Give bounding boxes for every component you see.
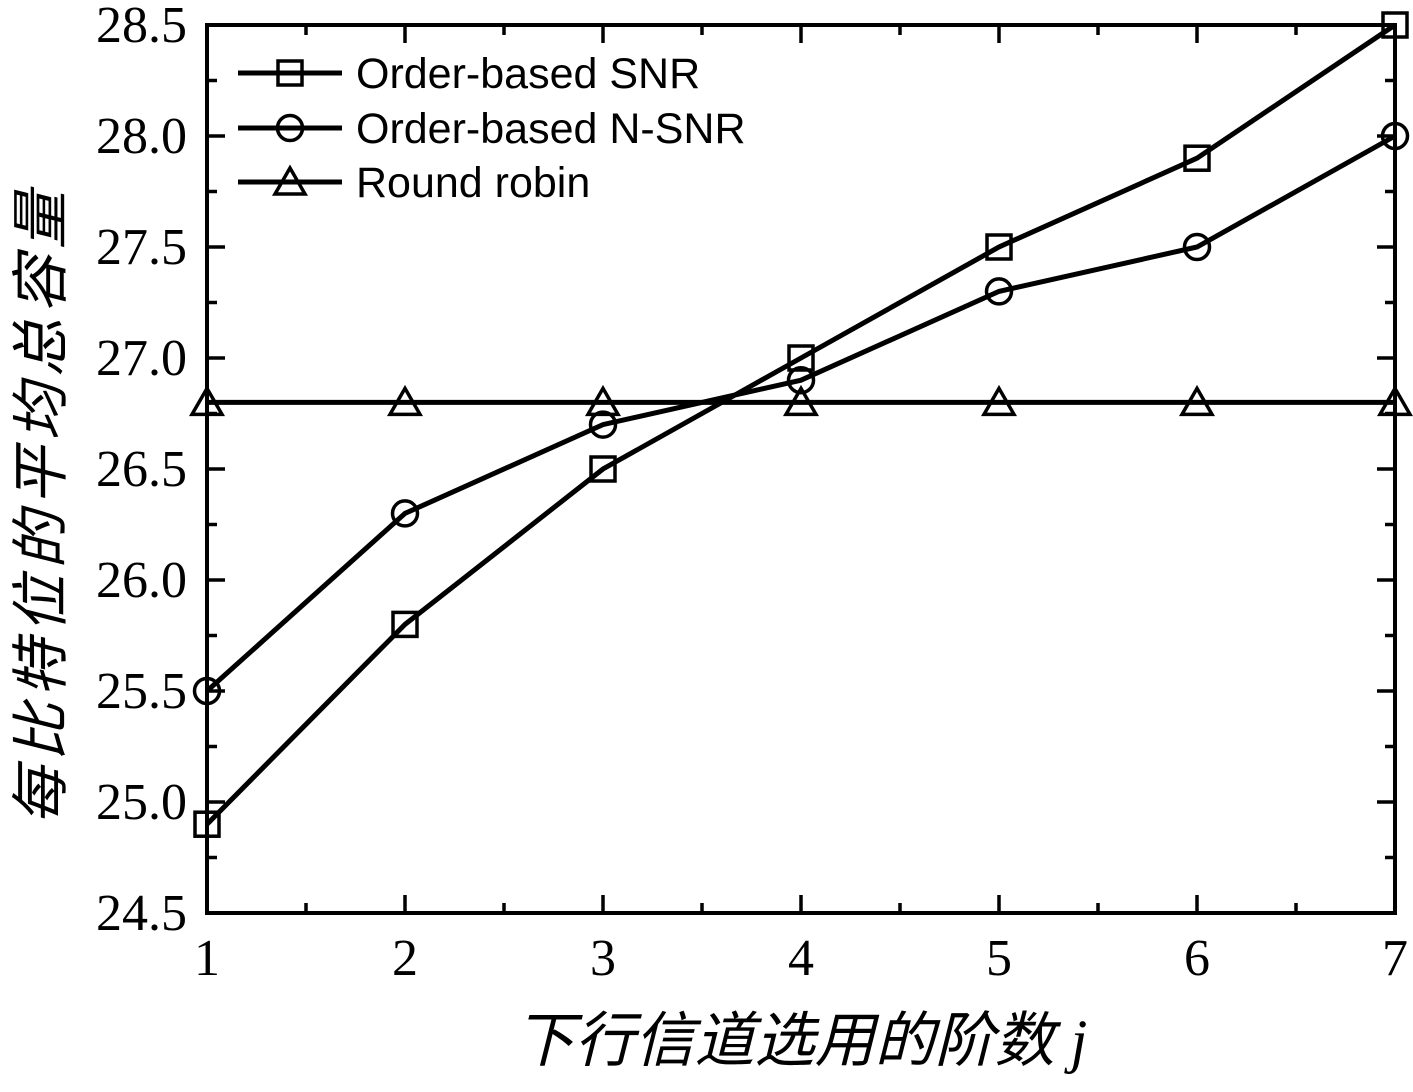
series-order-based-snr-square-marker-icon [1183, 144, 1211, 172]
y-axis-title: 每比特位的平均总容量 [9, 184, 74, 826]
series-order-based-snr-square-marker-icon [193, 810, 221, 838]
x-tick-label: 6 [1184, 930, 1210, 987]
x-tick-label: 4 [788, 930, 814, 987]
series-order-based-snr-square-marker-icon [985, 233, 1013, 261]
y-tick-label: 27.0 [96, 330, 187, 387]
series-round-robin-triangle-marker-icon [386, 384, 424, 417]
series-order-based-snr-square-marker-icon [1381, 11, 1409, 39]
legend-circle-marker-icon [275, 113, 305, 143]
x-tick-label: 3 [590, 930, 616, 987]
series-round-robin-triangle-marker-icon [782, 384, 820, 417]
series-round-robin-triangle-marker-icon [980, 384, 1018, 417]
legend-label-order-based-n-snr: Order-based N-SNR [356, 105, 746, 153]
x-tick-label: 7 [1382, 930, 1408, 987]
legend-square-marker-icon [276, 59, 304, 87]
series-round-robin-triangle-marker-icon [1178, 384, 1216, 417]
y-tick-label: 28.5 [96, 0, 187, 54]
series-order-based-snr-square-marker-icon [391, 610, 419, 639]
x-tick-label: 1 [194, 930, 220, 987]
series-line-order-based-n-snr [205, 133, 1397, 693]
y-tick-label: 28.0 [96, 108, 187, 165]
series-order-based-n-snr-circle-marker-icon [786, 365, 816, 395]
x-axis-title: 下行信道选用的阶数 j [207, 992, 1395, 1079]
series-round-robin-triangle-marker-icon [188, 384, 226, 417]
series-order-based-n-snr-circle-marker-icon [984, 277, 1014, 306]
legend-label-order-based-snr: Order-based SNR [356, 50, 700, 98]
y-tick-label: 25.0 [96, 774, 187, 831]
y-tick-label: 24.5 [96, 885, 187, 942]
series-order-based-n-snr-circle-marker-icon [192, 676, 222, 706]
y-tick-label: 25.5 [96, 663, 187, 720]
x-axis-title-variable: j [1070, 1008, 1088, 1074]
series-order-based-n-snr-circle-marker-icon [1380, 121, 1410, 151]
series-order-based-n-snr-circle-marker-icon [588, 410, 618, 439]
legend-triangle-marker-icon [271, 164, 309, 196]
y-tick-label: 26.5 [96, 441, 187, 498]
series-order-based-n-snr-circle-marker-icon [390, 499, 420, 528]
x-tick-label: 5 [986, 930, 1012, 987]
series-order-based-snr-square-marker-icon [787, 344, 815, 372]
x-tick-label: 2 [392, 930, 418, 987]
legend-label-round-robin: Round robin [356, 159, 590, 207]
y-tick-label: 27.5 [96, 219, 187, 276]
series-order-based-snr-square-marker-icon [589, 455, 617, 483]
series-round-robin-triangle-marker-icon [1376, 384, 1413, 417]
series-line-order-based-snr [205, 22, 1397, 826]
series-order-based-n-snr-circle-marker-icon [1182, 232, 1212, 262]
x-axis-title-text: 下行信道选用的阶数 [514, 1008, 1055, 1074]
series-round-robin-triangle-marker-icon [584, 384, 622, 417]
y-tick-label: 26.0 [96, 552, 187, 609]
